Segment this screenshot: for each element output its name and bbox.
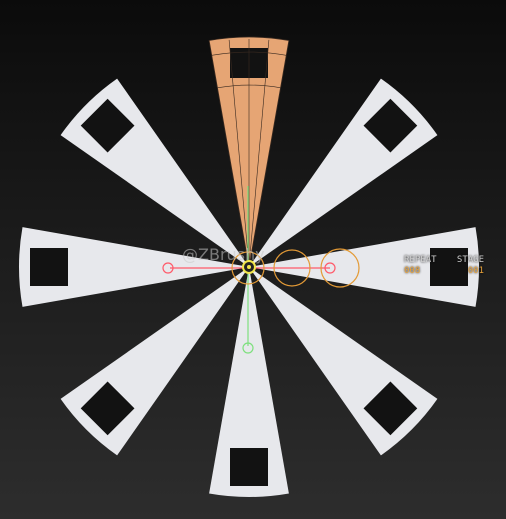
gizmo-x-handle-left[interactable]: [162, 262, 174, 274]
radial-segment[interactable]: [251, 269, 438, 456]
segment-hole: [230, 448, 268, 486]
gizmo-ring-large[interactable]: [320, 248, 360, 288]
gizmo-y-handle[interactable]: [242, 342, 254, 354]
wireframe-edge: [248, 39, 270, 268]
repeat-stage-readout: REPEAT STAGE 008 001: [404, 255, 484, 277]
wireframe-edge: [228, 39, 250, 268]
gizmo-ring-medium[interactable]: [273, 249, 311, 287]
gizmo-ring-small[interactable]: [231, 251, 265, 285]
gizmo-center-dot: [247, 265, 251, 269]
wireframe-ring-inner: [217, 84, 281, 89]
stage-value: 001: [467, 266, 484, 276]
radial-segment[interactable]: [60, 78, 247, 265]
radial-segment[interactable]: [19, 227, 246, 307]
radial-segment[interactable]: [60, 269, 247, 456]
repeat-value: 008: [404, 266, 421, 276]
segment-hole: [430, 248, 468, 286]
segment-hole: [363, 381, 418, 436]
transform-gizmo[interactable]: [162, 186, 360, 354]
segment-hole: [363, 98, 418, 153]
segment-hole: [30, 248, 68, 286]
radial-segments: [19, 36, 479, 497]
radial-segment[interactable]: [209, 270, 289, 497]
gizmo-x-handle-right[interactable]: [324, 262, 336, 274]
wireframe-ring-outer: [211, 51, 287, 56]
segment-hole: [80, 381, 135, 436]
radial-segment[interactable]: [251, 78, 438, 265]
stage-label: STAGE: [456, 255, 484, 265]
repeat-label: REPEAT: [404, 255, 437, 265]
radial-segment[interactable]: [252, 227, 479, 307]
